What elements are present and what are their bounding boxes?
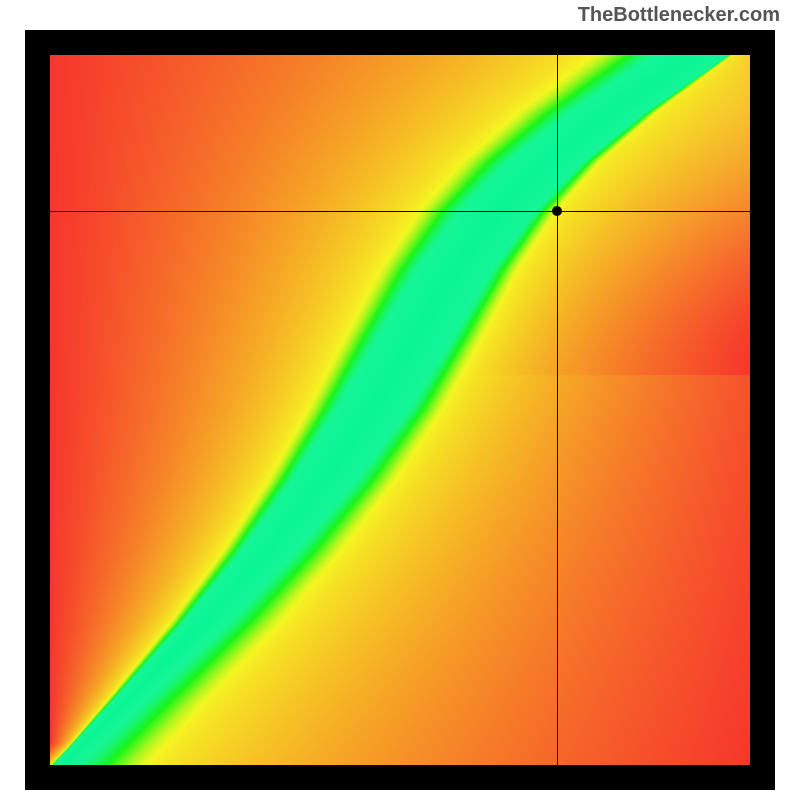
crosshair-vertical <box>557 55 558 765</box>
plot-area <box>50 55 750 765</box>
root: TheBottlenecker.com <box>0 0 800 800</box>
crosshair-horizontal <box>50 211 750 212</box>
heatmap-canvas <box>50 55 750 765</box>
crosshair-marker <box>552 206 562 216</box>
watermark-text: TheBottlenecker.com <box>578 4 780 27</box>
